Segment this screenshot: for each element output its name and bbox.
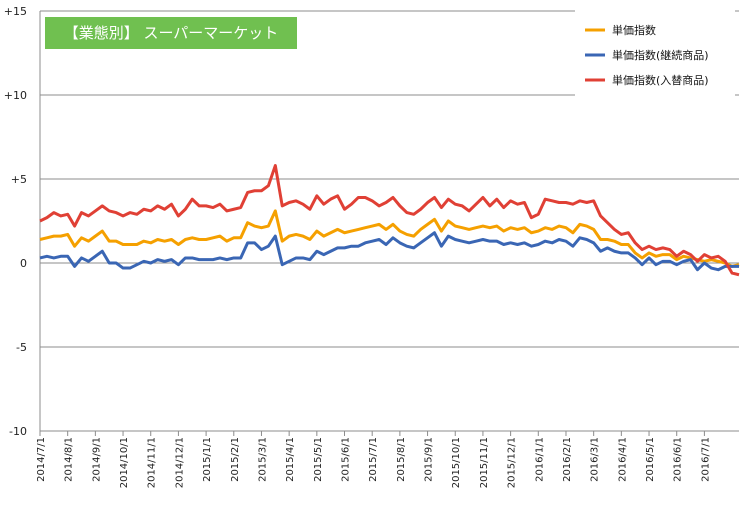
x-tick-label: 2016/3/1 [590,437,601,482]
legend-item-2: 単価指数(入替商品) [585,73,709,87]
x-tick-label: 2016/7/1 [700,437,711,482]
x-tick-label: 2014/8/1 [64,437,75,482]
x-axis-ticks: 2014/7/1 2014/8/1 2014/9/1 2014/10/1 2014/11… [36,431,711,488]
legend-label-2: 単価指数(入替商品) [612,73,709,87]
y-tick-label: +15 [4,5,27,18]
y-axis-ticks: +15 +10 +5 0 -5 -10 [4,5,27,438]
x-tick-label: 2016/6/1 [673,437,684,482]
series-lines [39,164,740,277]
series-line-0 [39,209,740,268]
x-tick-label: 2016/2/1 [562,437,573,482]
x-tick-label: 2015/1/1 [202,437,213,482]
legend-item-1: 単価指数(継続商品) [585,48,709,62]
chart-title: 【業態別】 スーパーマーケット [64,24,279,42]
x-tick-label: 2016/4/1 [617,437,628,482]
y-tick-label: +5 [11,173,27,186]
x-tick-label: 2015/3/1 [257,437,268,482]
x-tick-label: 2015/4/1 [285,437,296,482]
legend-item-0: 単価指数 [585,23,656,37]
y-tick-label: +10 [4,89,27,102]
x-tick-label: 2015/10/1 [451,437,462,488]
x-tick-label: 2015/2/1 [230,437,241,482]
x-tick-label: 2015/8/1 [396,437,407,482]
y-tick-label: -10 [9,425,27,438]
legend-label-0: 単価指数 [612,23,656,37]
x-tick-label: 2014/7/1 [36,437,47,482]
x-tick-label: 2015/7/1 [368,437,379,482]
x-tick-label: 2015/11/1 [479,437,490,488]
x-tick-label: 2014/12/1 [174,437,185,488]
x-tick-label: 2014/11/1 [147,437,158,488]
chart-title-background [45,17,297,49]
x-tick-label: 2016/5/1 [645,437,656,482]
x-tick-label: 2015/12/1 [507,437,518,488]
y-tick-label: 0 [20,257,27,270]
x-tick-label: 2014/10/1 [119,437,130,488]
legend-label-1: 単価指数(継続商品) [612,48,709,62]
series-line-1 [39,231,739,272]
chart-title-box: 【業態別】 スーパーマーケット [45,17,297,49]
y-tick-label: -5 [16,341,27,354]
legend: 単価指数 単価指数(継続商品) 単価指数(入替商品) [575,10,735,98]
x-tick-label: 2014/9/1 [91,437,102,482]
x-tick-label: 2016/1/1 [534,437,545,482]
series-line-2 [39,164,740,277]
gridlines [39,10,739,432]
x-tick-label: 2015/5/1 [313,437,324,482]
x-tick-label: 2015/6/1 [341,437,352,482]
x-tick-label: 2015/9/1 [424,437,435,482]
